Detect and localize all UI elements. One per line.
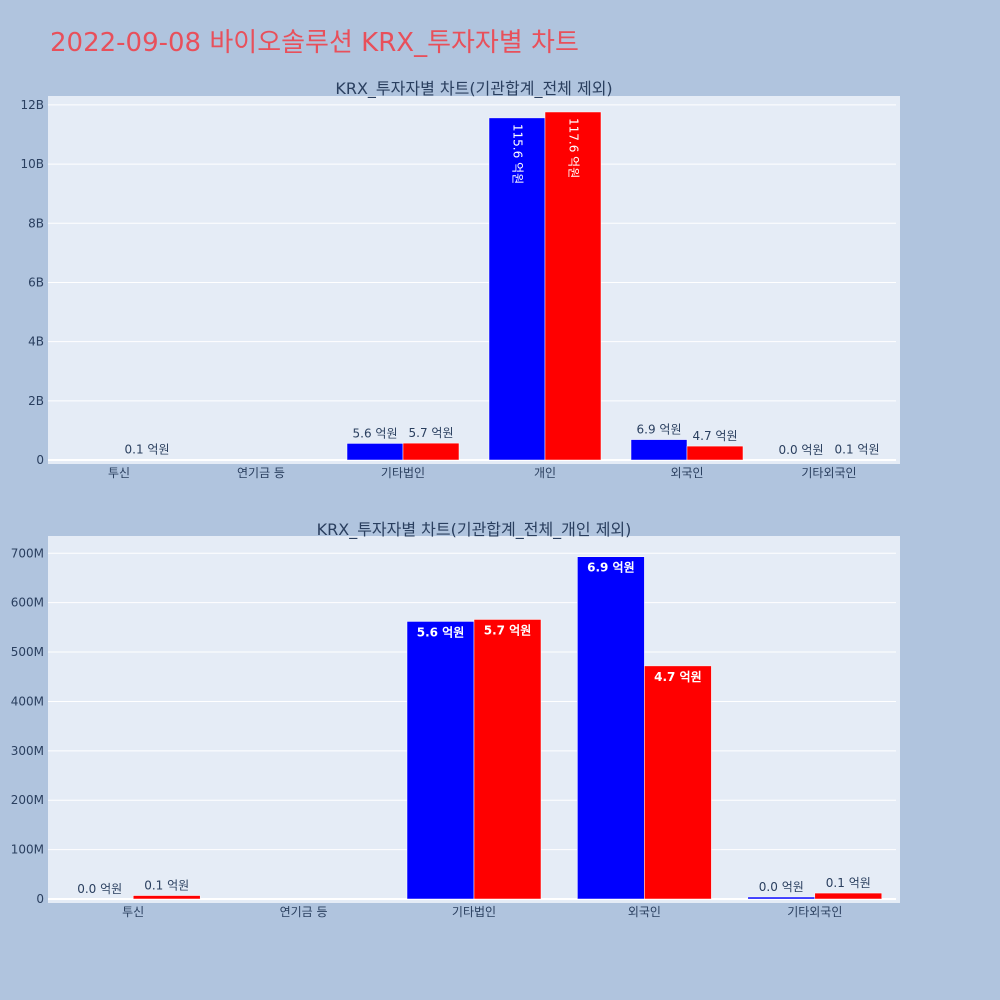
data-label: 0.1 억원 [835,443,880,457]
data-label: 117.6 억원 [567,118,581,178]
data-label: 0.1 억원 [144,879,189,893]
data-label: 5.7 억원 [484,623,532,637]
y-tick-label: 400M [11,694,44,708]
y-tick-label: 300M [11,744,44,758]
bar [630,439,688,461]
data-label: 4.7 억원 [693,429,738,443]
data-label: 0.0 억원 [759,880,804,894]
data-label: 4.7 억원 [654,670,702,684]
data-label: 0.0 억원 [77,882,122,896]
page-title: 2022-09-08 바이오솔루션 KRX_투자자별 차트 [50,28,579,58]
plot-area [48,96,900,464]
y-tick-label: 200M [11,793,44,807]
y-tick-label: 100M [11,843,44,857]
y-tick-label: 4B [28,335,44,349]
y-tick-label: 700M [11,546,44,560]
y-tick-label: 8B [28,216,44,230]
y-tick-label: 10B [20,157,44,171]
x-tick-label: 기타외국인 [787,905,842,919]
data-label: 6.9 억원 [587,561,635,575]
bar [346,443,404,461]
bar [644,665,712,900]
y-tick-label: 0 [36,892,44,906]
bar [686,445,744,461]
bar [814,892,883,900]
data-label: 115.6 억원 [511,124,525,184]
chart-1: 0 2B 4B 6B 8B 10B 12B KRX_투자자별 차트(기관합계_전체 제외) 투신… [20,79,900,480]
y-tick-label: 2B [28,394,44,408]
chart-title: KRX_투자자별 차트(기관합계_전체 제외) [335,79,612,99]
y-tick-label: 600M [11,596,44,610]
x-tick-label: 개인 [534,466,556,480]
y-tick-label: 500M [11,645,44,659]
chart-title: KRX_투자자별 차트(기관합계_전체_개인 제외) [317,520,632,540]
x-tick-label: 기타외국인 [801,466,856,480]
bar [402,442,460,461]
data-label: 6.9 억원 [637,423,682,437]
bar [406,621,475,900]
bar [577,556,645,900]
bar [747,896,816,900]
x-tick-label: 기타법인 [381,466,425,480]
x-tick-label: 외국인 [628,905,661,919]
y-tick-label: 0 [36,453,44,467]
x-tick-label: 연기금 등 [237,466,285,480]
data-label: 0.0 억원 [779,443,824,457]
x-tick-label: 투신 [122,905,144,919]
x-tick-label: 연기금 등 [280,905,328,919]
y-tick-label: 6B [28,275,44,289]
bar [132,895,201,900]
data-label: 0.1 억원 [125,443,170,457]
x-tick-label: 투신 [108,466,130,480]
bar [473,619,542,900]
data-label: 5.7 억원 [409,426,454,440]
chart-2: 0 100M 200M 300M 400M 500M 600M 700M KRX_투자자별 차트… [11,520,900,919]
data-label: 5.6 억원 [353,426,398,440]
x-tick-label: 외국인 [670,466,703,480]
data-label: 0.1 억원 [826,876,871,890]
data-label: 5.6 억원 [417,625,465,639]
x-tick-label: 기타법인 [452,905,496,919]
y-tick-label: 12B [20,98,44,112]
bar [544,111,602,461]
bar [488,117,546,461]
